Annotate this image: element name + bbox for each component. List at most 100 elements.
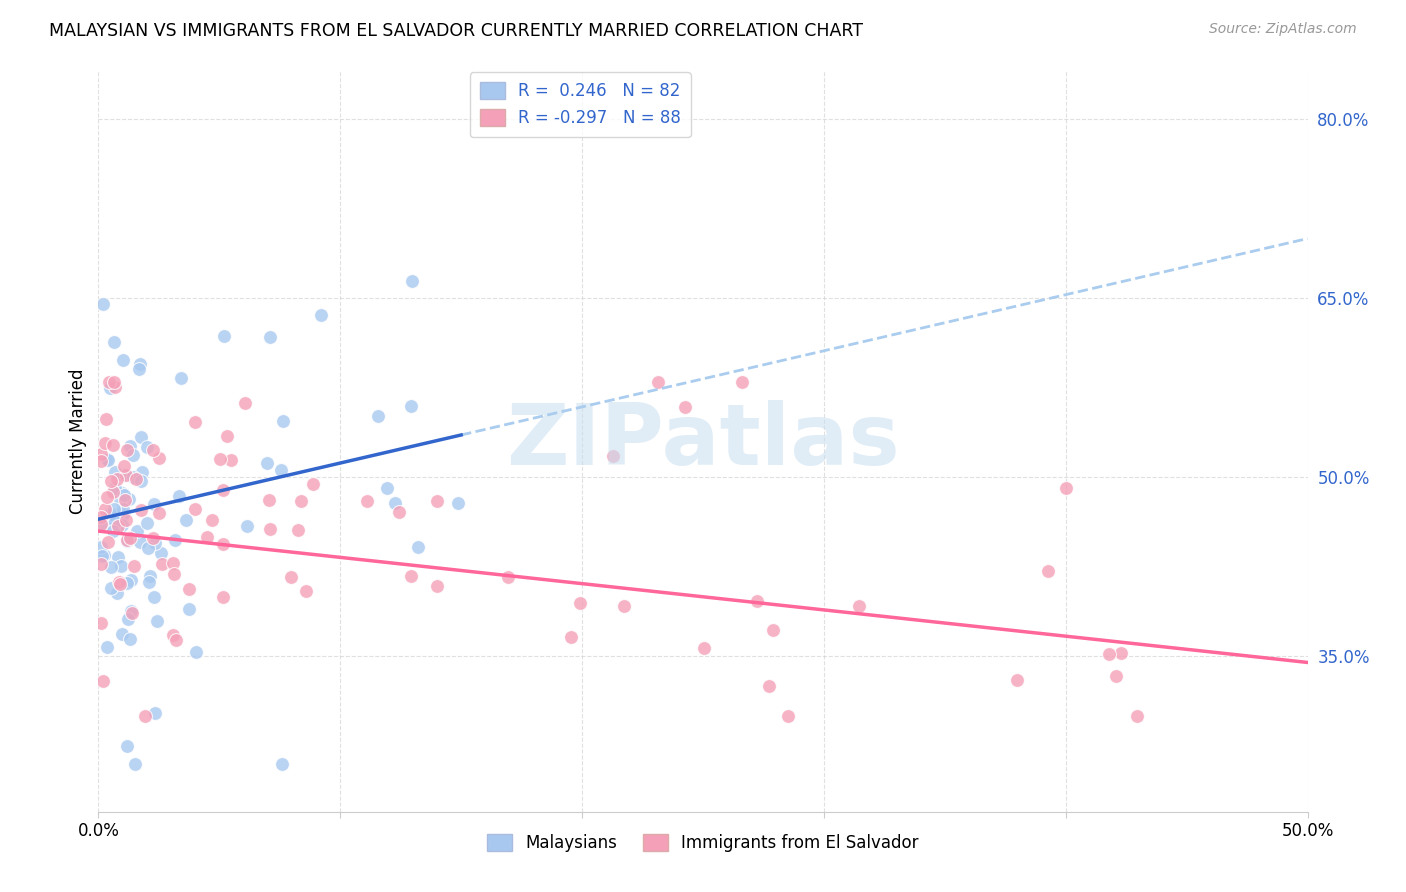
Point [150, 557, 173, 571]
Point [91, 673, 114, 688]
Point [107, 549, 129, 564]
Point [256, 456, 278, 470]
Point [142, 590, 165, 604]
Point [101, 524, 124, 538]
Point [184, 645, 207, 659]
Point [211, 590, 233, 604]
Point [98, 381, 121, 395]
Point [96, 491, 118, 505]
Point [103, 376, 125, 390]
Point [1098, 648, 1121, 662]
Point [136, 541, 159, 556]
Point [1109, 646, 1132, 660]
Point [162, 556, 184, 570]
Point [96, 451, 118, 466]
Point [111, 507, 134, 521]
Point [121, 606, 143, 620]
Point [108, 574, 131, 589]
Point [117, 739, 139, 753]
Point [105, 586, 128, 600]
Point [177, 602, 200, 616]
Point [692, 641, 714, 656]
Point [93, 502, 115, 516]
Point [100, 474, 122, 488]
Point [90, 615, 112, 630]
Point [91, 297, 114, 311]
Point [195, 530, 218, 544]
Point [112, 459, 135, 474]
Point [148, 506, 170, 520]
Legend: Malaysians, Immigrants from El Salvador: Malaysians, Immigrants from El Salvador [481, 828, 925, 859]
Point [1054, 481, 1077, 495]
Point [280, 570, 302, 584]
Point [174, 513, 197, 527]
Point [131, 465, 153, 479]
Point [103, 502, 125, 516]
Point [758, 679, 780, 693]
Point [259, 522, 281, 536]
Point [90, 540, 112, 554]
Point [179, 582, 201, 596]
Point [184, 501, 207, 516]
Point [122, 448, 145, 462]
Point [165, 633, 187, 648]
Point [96, 640, 118, 654]
Point [673, 400, 696, 414]
Point [90, 558, 112, 572]
Point [384, 496, 406, 510]
Point [122, 559, 145, 574]
Point [148, 450, 170, 465]
Point [138, 574, 160, 589]
Point [117, 612, 139, 626]
Point [426, 494, 449, 508]
Point [560, 630, 582, 644]
Point [257, 493, 280, 508]
Point [271, 756, 294, 771]
Point [114, 492, 136, 507]
Point [115, 534, 138, 549]
Point [129, 502, 152, 516]
Point [108, 577, 131, 591]
Point [259, 330, 281, 344]
Point [125, 524, 148, 538]
Point [1038, 564, 1060, 578]
Point [496, 570, 519, 584]
Text: ZIPatlas: ZIPatlas [506, 400, 900, 483]
Point [129, 430, 152, 444]
Point [408, 540, 430, 554]
Point [184, 415, 207, 429]
Point [128, 362, 150, 376]
Point [90, 454, 112, 468]
Point [211, 483, 233, 497]
Point [401, 274, 423, 288]
Point [215, 429, 238, 443]
Point [142, 442, 165, 457]
Point [111, 627, 134, 641]
Point [118, 632, 141, 647]
Point [93, 548, 115, 562]
Point [98, 375, 121, 389]
Point [120, 531, 142, 545]
Point [399, 569, 422, 583]
Point [143, 706, 166, 721]
Point [294, 583, 316, 598]
Point [93, 518, 115, 533]
Point [236, 519, 259, 533]
Point [120, 439, 142, 453]
Point [115, 468, 138, 483]
Point [90, 509, 112, 524]
Point [270, 463, 292, 477]
Point [287, 524, 309, 538]
Point [96, 412, 118, 426]
Point [128, 357, 150, 371]
Point [90, 447, 112, 461]
Point [367, 409, 389, 423]
Point [112, 488, 135, 502]
Point [118, 492, 141, 507]
Point [426, 579, 449, 593]
Text: MALAYSIAN VS IMMIGRANTS FROM EL SALVADOR CURRENTLY MARRIED CORRELATION CHART: MALAYSIAN VS IMMIGRANTS FROM EL SALVADOR… [49, 22, 863, 40]
Point [647, 375, 669, 389]
Point [776, 709, 799, 723]
Point [97, 453, 120, 467]
Point [97, 535, 120, 549]
